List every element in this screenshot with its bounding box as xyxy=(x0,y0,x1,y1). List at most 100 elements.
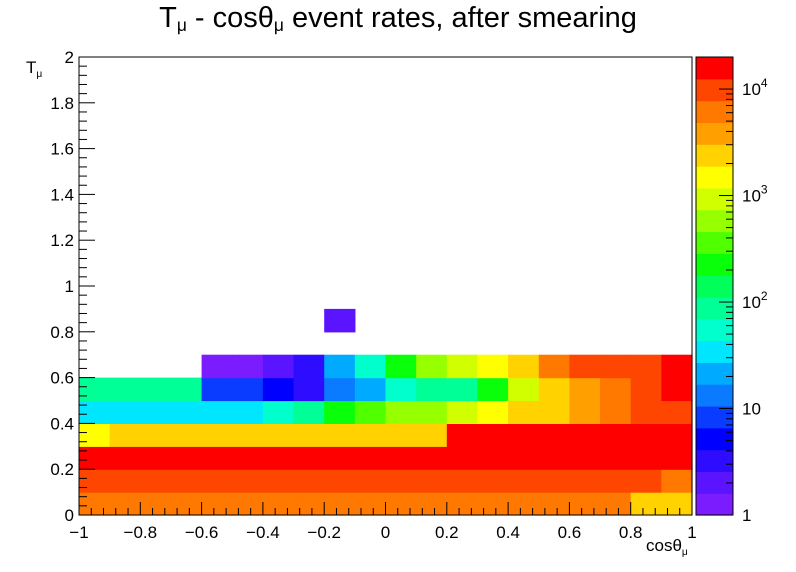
heatmap-cell xyxy=(508,354,540,379)
heatmap-cell xyxy=(170,423,203,447)
heatmap-cell xyxy=(232,400,264,424)
color-scale-segment xyxy=(696,340,733,363)
heatmap-cell xyxy=(262,469,295,493)
color-scale-label: 1 xyxy=(742,506,751,525)
heatmap-cell xyxy=(630,354,662,379)
y-tick-label: 0 xyxy=(65,506,74,525)
heatmap-cell xyxy=(109,492,141,516)
y-tick-label: 2 xyxy=(65,48,74,67)
heatmap-cell xyxy=(600,446,632,470)
heatmap-cell xyxy=(201,423,233,447)
color-scale-segment xyxy=(696,384,733,407)
heatmap-cell xyxy=(508,400,540,424)
heatmap-cell xyxy=(170,469,203,493)
heatmap-cell xyxy=(416,446,448,470)
heatmap-cell xyxy=(232,469,264,493)
heatmap-cell xyxy=(262,354,295,379)
heatmap-cell xyxy=(262,446,295,470)
heatmap-cell xyxy=(661,469,693,493)
heatmap-cell xyxy=(661,446,693,470)
heatmap-cell xyxy=(109,423,141,447)
heatmap-cell xyxy=(630,446,662,470)
heatmap-cell xyxy=(600,377,632,402)
heatmap-cell xyxy=(446,492,479,516)
heatmap-cell xyxy=(477,400,509,424)
heatmap-cell xyxy=(170,492,203,516)
color-scale-segment xyxy=(696,493,733,516)
heatmap-cell xyxy=(661,423,693,447)
y-tick-label: 0.2 xyxy=(50,460,74,479)
heatmap-cell xyxy=(140,469,172,493)
heatmap-cell xyxy=(140,377,172,402)
heatmap-cell xyxy=(538,400,570,424)
heatmap-cell xyxy=(508,492,540,516)
y-tick-label: 1.6 xyxy=(50,140,74,159)
heatmap-cell xyxy=(354,469,387,493)
color-scale-segment xyxy=(696,296,733,320)
heatmap-cell xyxy=(569,400,601,424)
heatmap-cell xyxy=(385,354,417,379)
heatmap-cell xyxy=(293,469,325,493)
heatmap-cell xyxy=(232,423,264,447)
heatmap-cell xyxy=(354,377,387,402)
heatmap-cell xyxy=(79,400,111,424)
heatmap-cell xyxy=(262,377,295,402)
heatmap-cell xyxy=(630,423,662,447)
heatmap-cell xyxy=(140,400,172,424)
x-tick-label: −0.4 xyxy=(246,523,280,542)
heatmap-cell xyxy=(385,469,417,493)
heatmap-cell xyxy=(600,492,632,516)
x-tick-label: −0.2 xyxy=(307,523,341,542)
color-scale-label: 103 xyxy=(742,183,768,206)
heatmap-cell xyxy=(109,377,141,402)
heatmap-cell xyxy=(508,377,540,402)
heatmap-cell xyxy=(140,423,172,447)
heatmap-cell xyxy=(201,377,233,402)
color-scale-segment xyxy=(696,122,733,145)
y-tick-label: 0.4 xyxy=(50,414,74,433)
color-scale-segment xyxy=(696,100,733,124)
heatmap-cell xyxy=(354,423,387,447)
color-scale-bar: 1 10 102 103 104 xyxy=(695,56,768,525)
heatmap-cell xyxy=(109,469,141,493)
heatmap-cell xyxy=(324,377,356,402)
heatmap-cell xyxy=(661,354,693,379)
heatmap-cell xyxy=(569,377,601,402)
heatmap-cell xyxy=(354,354,387,379)
x-tick-label: −0.6 xyxy=(185,523,219,542)
heatmap-cell xyxy=(477,492,509,516)
x-tick-label: 0.2 xyxy=(435,523,459,542)
y-tick-label: 1.4 xyxy=(50,185,74,204)
heatmap-cell xyxy=(170,377,203,402)
heatmap-cell xyxy=(446,377,479,402)
heatmap-cell xyxy=(630,400,662,424)
heatmap-cell xyxy=(324,469,356,493)
heatmap-cell xyxy=(201,469,233,493)
heatmap-cell xyxy=(630,492,662,516)
color-scale-segment xyxy=(696,253,733,276)
heatmap-cell xyxy=(324,492,356,516)
heatmap-cell xyxy=(416,400,448,424)
color-scale-segment xyxy=(696,78,733,102)
heatmap-cell xyxy=(600,354,632,379)
heatmap-cell xyxy=(385,492,417,516)
x-tick-label: −1 xyxy=(69,523,88,542)
heatmap-cell xyxy=(477,354,509,379)
heatmap-cell xyxy=(538,492,570,516)
heatmap-cell xyxy=(538,354,570,379)
heatmap-cell xyxy=(538,446,570,470)
heatmap-cell xyxy=(293,354,325,379)
heatmap-cell xyxy=(569,354,601,379)
chart-title: Tμ - cosθμ event rates, after smearing xyxy=(159,2,637,35)
color-scale-segment xyxy=(696,209,733,233)
color-scale-border xyxy=(695,56,734,516)
x-tick-label: −0.8 xyxy=(124,523,158,542)
color-scale-label: 104 xyxy=(742,76,768,99)
heatmap-cell xyxy=(385,423,417,447)
heatmap-cell xyxy=(630,377,662,402)
heatmap-cell xyxy=(385,400,417,424)
color-scale-label: 10 xyxy=(742,400,761,419)
x-axis: −1 −0.8 −0.6 −0.4 −0.2 0 0.2 0.4 0.6 0.8 1 xyxy=(69,502,697,542)
x-tick-label: 0.4 xyxy=(496,523,520,542)
